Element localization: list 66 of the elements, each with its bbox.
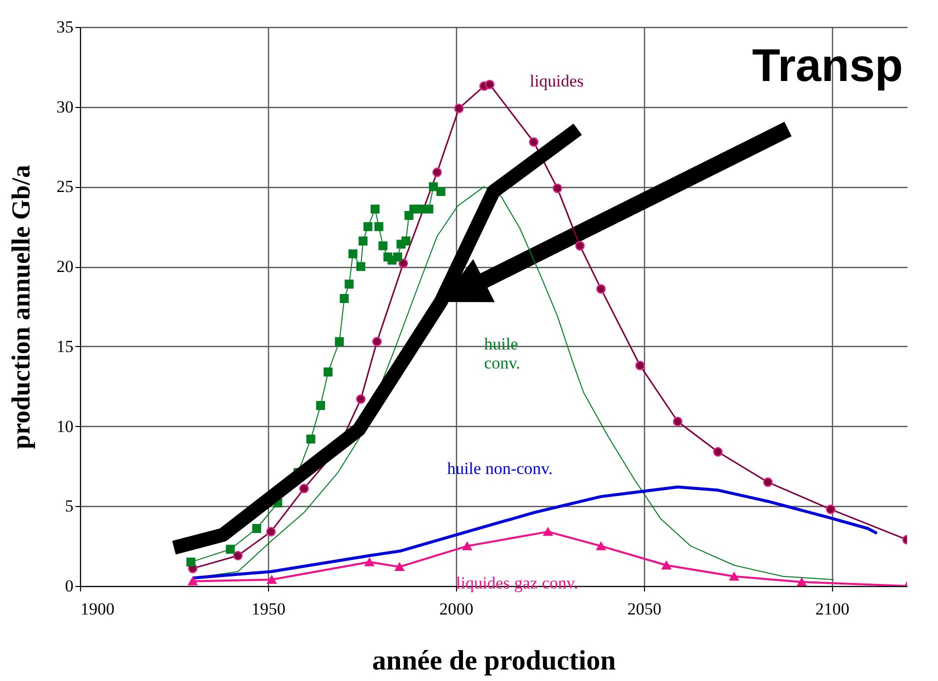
point <box>356 394 366 404</box>
point <box>528 137 539 147</box>
point <box>393 252 402 262</box>
y-tick-label: 15 <box>56 336 74 356</box>
point <box>416 204 426 214</box>
x-tick-label: 1950 <box>251 600 286 618</box>
point <box>394 562 404 572</box>
point <box>596 284 606 294</box>
point <box>729 572 739 581</box>
point <box>358 236 368 246</box>
x-tick-label: 2000 <box>439 600 474 618</box>
point <box>306 434 316 444</box>
point <box>378 241 388 250</box>
point <box>252 524 262 533</box>
x-tick-label: 2050 <box>627 600 662 618</box>
series-label: liquides <box>530 71 584 90</box>
y-tick-label: 5 <box>65 496 74 516</box>
point <box>462 542 472 550</box>
point <box>401 236 410 246</box>
point <box>340 294 349 303</box>
point <box>348 249 358 258</box>
point <box>363 222 372 232</box>
x-tick-label: 1900 <box>80 600 114 618</box>
point <box>763 477 773 487</box>
point <box>635 360 645 370</box>
point <box>543 527 553 536</box>
y-tick-label: 30 <box>56 97 74 116</box>
point <box>334 337 344 346</box>
point <box>233 550 243 560</box>
y-tick-label: 10 <box>56 416 74 436</box>
y-axis-title: production annuelle Gb/a <box>6 164 36 450</box>
point <box>826 504 836 514</box>
point <box>424 204 434 214</box>
point <box>575 241 585 251</box>
point <box>266 575 276 584</box>
point <box>398 258 408 268</box>
point <box>372 336 382 346</box>
point <box>552 184 562 194</box>
point <box>432 168 442 178</box>
point <box>344 280 354 289</box>
point <box>672 416 682 426</box>
y-tick-label: 0 <box>65 576 74 596</box>
point <box>226 544 235 554</box>
point <box>364 558 374 566</box>
x-axis-title: année de production <box>372 646 616 676</box>
point <box>324 368 333 376</box>
point <box>266 526 276 536</box>
point <box>186 558 196 567</box>
point <box>188 576 198 586</box>
y-tick-label: 35 <box>56 18 74 36</box>
point <box>316 401 326 410</box>
point <box>299 484 309 494</box>
point <box>356 262 366 272</box>
point <box>428 182 438 192</box>
point <box>454 104 464 114</box>
point <box>436 187 446 196</box>
point <box>596 542 606 550</box>
point <box>713 447 723 457</box>
point <box>374 222 384 232</box>
y-tick-label: 25 <box>56 177 74 196</box>
point <box>796 578 807 586</box>
y-tick-label: 20 <box>56 257 74 276</box>
point <box>370 204 380 214</box>
point <box>484 80 495 90</box>
point <box>662 561 672 570</box>
x-tick-label: 2100 <box>815 600 850 618</box>
